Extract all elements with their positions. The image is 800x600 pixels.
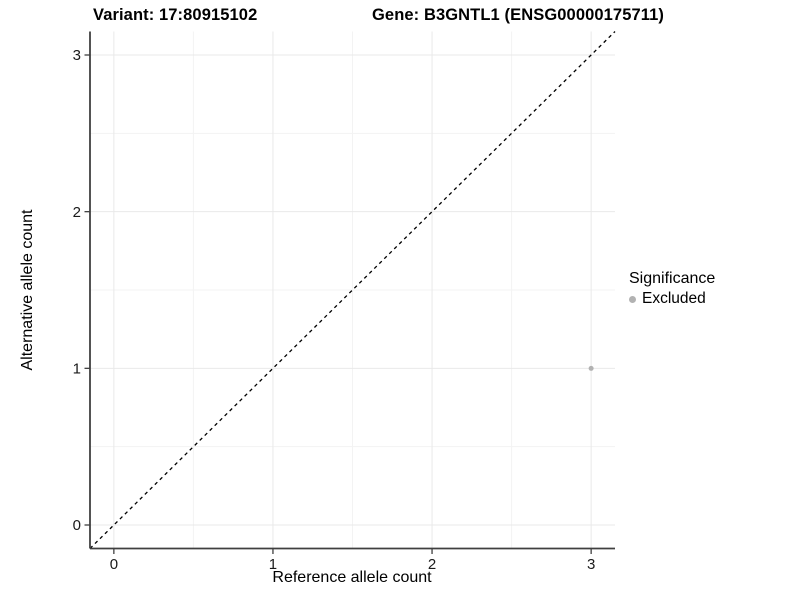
y-axis-title: Alternative allele count	[19, 209, 36, 371]
legend: Significance Excluded	[629, 269, 715, 308]
x-tick-label: 1	[269, 556, 277, 573]
excluded-dot-icon	[629, 295, 636, 303]
x-tick-label: 3	[587, 556, 595, 573]
y-tick-label: 0	[73, 517, 81, 534]
y-tick-label: 1	[73, 361, 81, 378]
x-tick-label: 0	[110, 556, 118, 573]
legend-item-label: Excluded	[642, 290, 706, 307]
legend-title: Significance	[629, 270, 716, 287]
data-point	[588, 365, 594, 371]
plot-title-gene: Gene: B3GNTL1 (ENSG00000175711)	[372, 6, 664, 24]
plot-title-variant: Variant: 17:80915102	[93, 6, 258, 24]
y-tick-label: 3	[73, 47, 81, 64]
x-axis-title: Reference allele count	[272, 569, 432, 586]
legend-item-excluded: Excluded	[629, 290, 715, 308]
y-tick-label: 2	[73, 204, 81, 221]
x-tick-label: 2	[428, 556, 436, 573]
